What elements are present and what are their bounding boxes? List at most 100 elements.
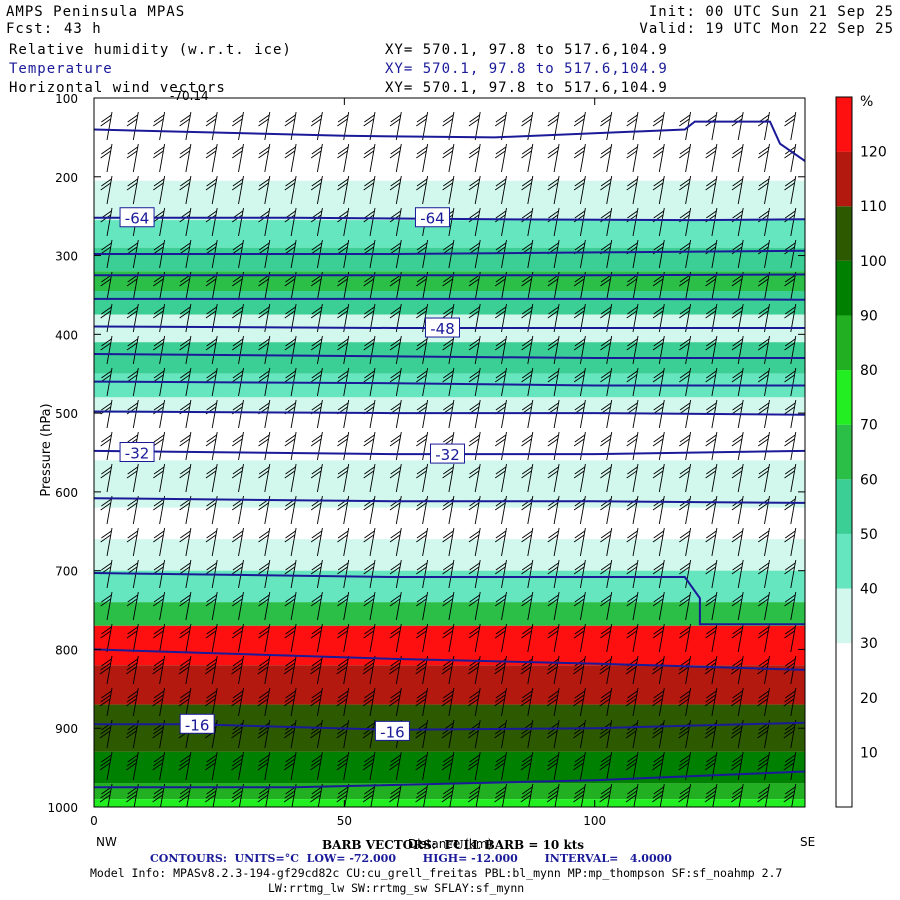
- barb-flag: [442, 310, 453, 319]
- barb-flag: [364, 370, 375, 379]
- barb-shaft: [369, 367, 376, 397]
- barb-flag: [283, 762, 295, 771]
- wind-barb: [679, 623, 692, 653]
- barb-flag: [310, 662, 322, 671]
- barb-shaft: [159, 527, 166, 557]
- wind-barb: [126, 111, 139, 141]
- barb-flag: [258, 242, 270, 251]
- wind-barb: [468, 143, 481, 173]
- barb-flag: [416, 562, 428, 571]
- barb-flag: [364, 786, 375, 795]
- barb-flag: [153, 726, 164, 735]
- barb-flag: [442, 534, 453, 543]
- barb-flag: [180, 594, 191, 603]
- barb-shaft: [106, 175, 113, 205]
- barb-shaft: [685, 143, 692, 173]
- colorbar-swatch: [836, 97, 852, 152]
- barb-flag: [784, 310, 795, 319]
- barb-shaft: [711, 239, 718, 269]
- barb-flag: [100, 182, 111, 191]
- model-title: AMPS Peninsula MPAS: [6, 4, 186, 20]
- barb-shaft: [474, 527, 481, 557]
- wind-barb: [494, 463, 507, 493]
- barb-flag: [389, 118, 401, 127]
- barb-flag: [679, 690, 691, 699]
- barb-shaft: [658, 335, 665, 365]
- barb-shaft: [448, 111, 455, 141]
- barb-shaft: [185, 143, 192, 173]
- wind-barb: [257, 655, 271, 685]
- barb-flag: [547, 502, 559, 511]
- barb-shaft: [369, 431, 376, 461]
- barb-flag: [180, 178, 191, 187]
- barb-flag: [101, 562, 112, 571]
- barb-flag: [467, 730, 479, 739]
- wind-barb: [783, 719, 797, 749]
- barb-flag: [758, 690, 770, 699]
- wind-barb: [652, 783, 665, 807]
- barb-flag: [100, 278, 111, 287]
- barb-flag: [337, 694, 348, 703]
- colorbar-swatch: [836, 533, 852, 589]
- barb-flag: [337, 790, 348, 799]
- barb-flag: [153, 754, 165, 763]
- barb-flag: [468, 694, 480, 703]
- barb-shaft: [527, 463, 534, 493]
- barb-flag: [232, 562, 244, 571]
- barb-flag: [757, 374, 769, 383]
- barb-shaft: [343, 143, 350, 173]
- barb-flag: [706, 402, 717, 411]
- barb-flag: [231, 278, 243, 287]
- barb-flag: [495, 594, 507, 603]
- barb-shaft: [185, 335, 192, 365]
- barb-flag: [652, 150, 664, 159]
- barb-flag: [443, 754, 454, 763]
- wind-barb: [494, 559, 507, 589]
- barb-flag: [679, 726, 690, 735]
- wind-barb: [757, 367, 770, 397]
- barb-flag: [337, 210, 349, 219]
- wind-barb: [467, 687, 481, 717]
- barb-flag: [573, 666, 584, 675]
- barb-shaft: [107, 783, 113, 807]
- barb-flag: [731, 502, 743, 511]
- barb-flag: [600, 502, 611, 511]
- barb-flag: [416, 754, 428, 763]
- barb-flag: [337, 118, 348, 127]
- barb-flag: [416, 278, 427, 287]
- barb-flag: [679, 182, 690, 191]
- barb-flag: [784, 434, 796, 443]
- wind-barb: [284, 559, 297, 589]
- barb-flag: [521, 374, 532, 383]
- barb-flag: [784, 562, 796, 571]
- barb-flag: [101, 466, 112, 475]
- barb-flag: [758, 626, 770, 635]
- barb-shaft: [238, 271, 244, 301]
- wind-barb: [599, 783, 613, 807]
- barb-flag: [206, 626, 217, 635]
- temperature-contours: -64 -64-48-32 -32-16 -16: [94, 120, 805, 789]
- barb-flag: [258, 118, 269, 127]
- wind-barb: [573, 591, 586, 621]
- wind-barb: [205, 623, 218, 653]
- barb-shaft: [395, 687, 402, 717]
- barb-flag: [205, 502, 217, 511]
- barb-flag: [126, 406, 138, 415]
- barb-flag: [258, 150, 269, 159]
- barb-flag: [152, 666, 163, 675]
- barb-shaft: [422, 111, 429, 141]
- wind-barb: [363, 527, 376, 557]
- barb-flag: [574, 114, 586, 123]
- barb-shaft: [737, 431, 744, 461]
- barb-shaft: [264, 655, 271, 685]
- barb-flag: [732, 402, 743, 411]
- barb-flag: [679, 502, 690, 511]
- barb-flag: [652, 666, 663, 675]
- barb-flag: [231, 438, 243, 447]
- wind-barb: [389, 687, 402, 717]
- barb-shaft: [579, 175, 586, 205]
- barb-flag: [730, 698, 742, 707]
- wind-barb: [521, 463, 534, 493]
- barb-flag: [443, 626, 454, 635]
- barb-flag: [416, 662, 427, 671]
